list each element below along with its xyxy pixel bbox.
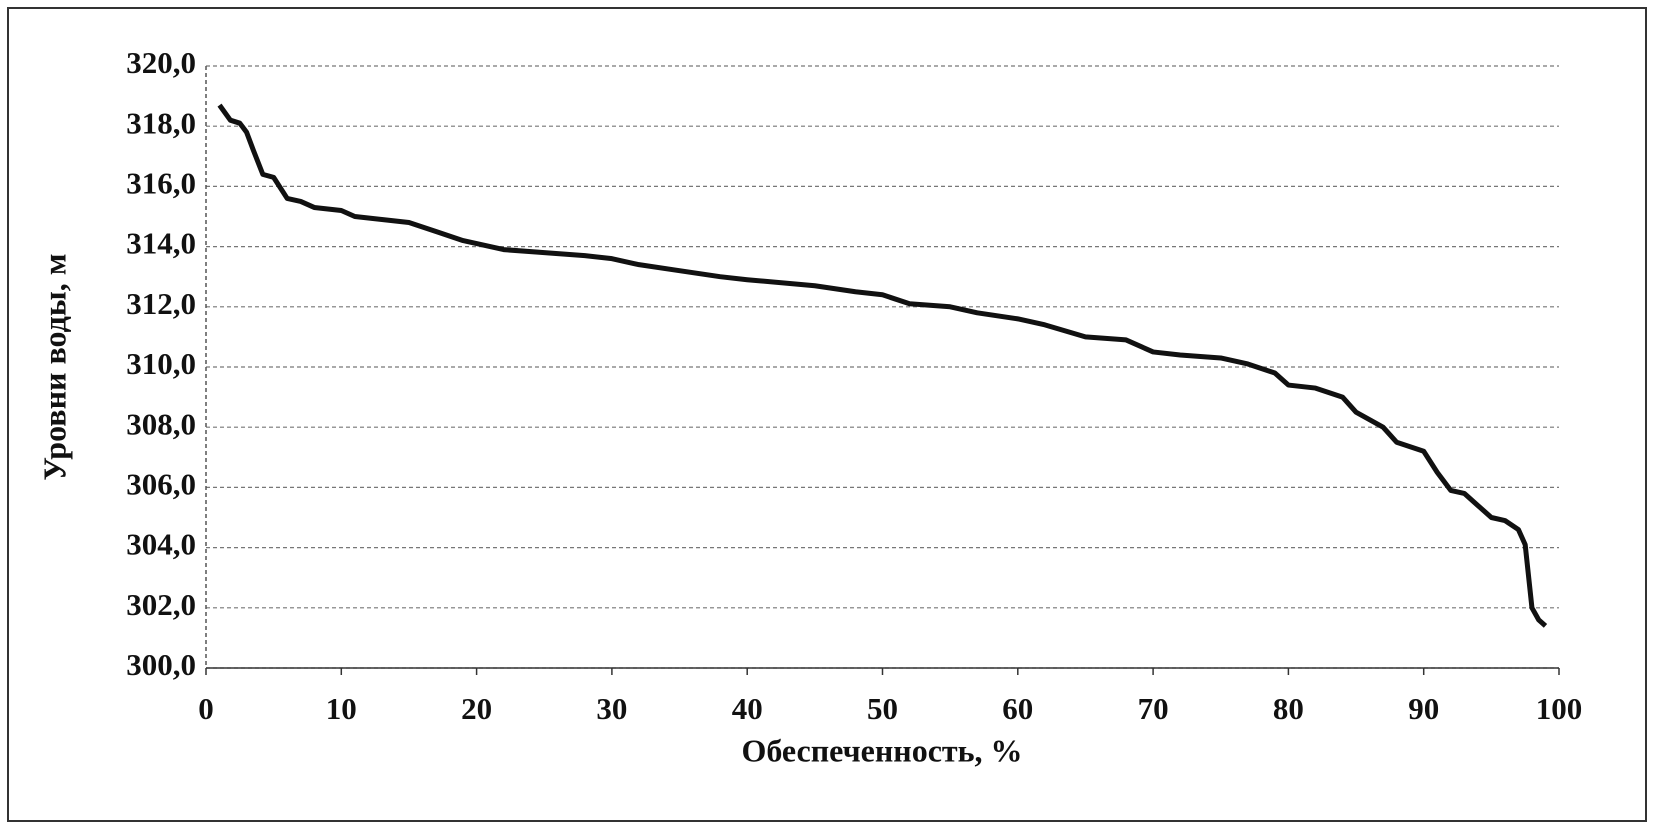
y-tick-label: 318,0: [126, 105, 196, 140]
x-tick-label: 70: [1138, 691, 1169, 726]
y-tick-label: 314,0: [126, 226, 196, 261]
x-tick-label: 90: [1408, 691, 1439, 726]
y-tick-label: 320,0: [126, 45, 196, 80]
x-tick-label: 60: [1002, 691, 1033, 726]
y-tick-label: 316,0: [126, 166, 196, 201]
y-tick-label: 312,0: [126, 286, 196, 321]
x-tick-label: 20: [461, 691, 492, 726]
data-line: [217, 103, 1548, 628]
x-tick-label: 80: [1273, 691, 1304, 726]
x-tick-label: 0: [198, 691, 214, 726]
x-tick-label: 30: [596, 691, 627, 726]
x-axis-title: Обеспеченность, %: [741, 732, 1022, 768]
chart-frame: [7, 7, 1647, 822]
y-tick-label: 304,0: [126, 527, 196, 562]
x-tick-label: 50: [867, 691, 898, 726]
y-axis-title: Уровни воды, м: [36, 253, 72, 480]
x-tick-label: 100: [1536, 691, 1583, 726]
y-tick-label: 310,0: [126, 346, 196, 381]
x-tick-label: 10: [326, 691, 357, 726]
y-tick-label: 302,0: [126, 587, 196, 622]
x-tick-label: 40: [732, 691, 763, 726]
y-tick-label: 306,0: [126, 467, 196, 502]
y-tick-label: 308,0: [126, 406, 196, 441]
y-tick-label: 300,0: [126, 647, 196, 682]
